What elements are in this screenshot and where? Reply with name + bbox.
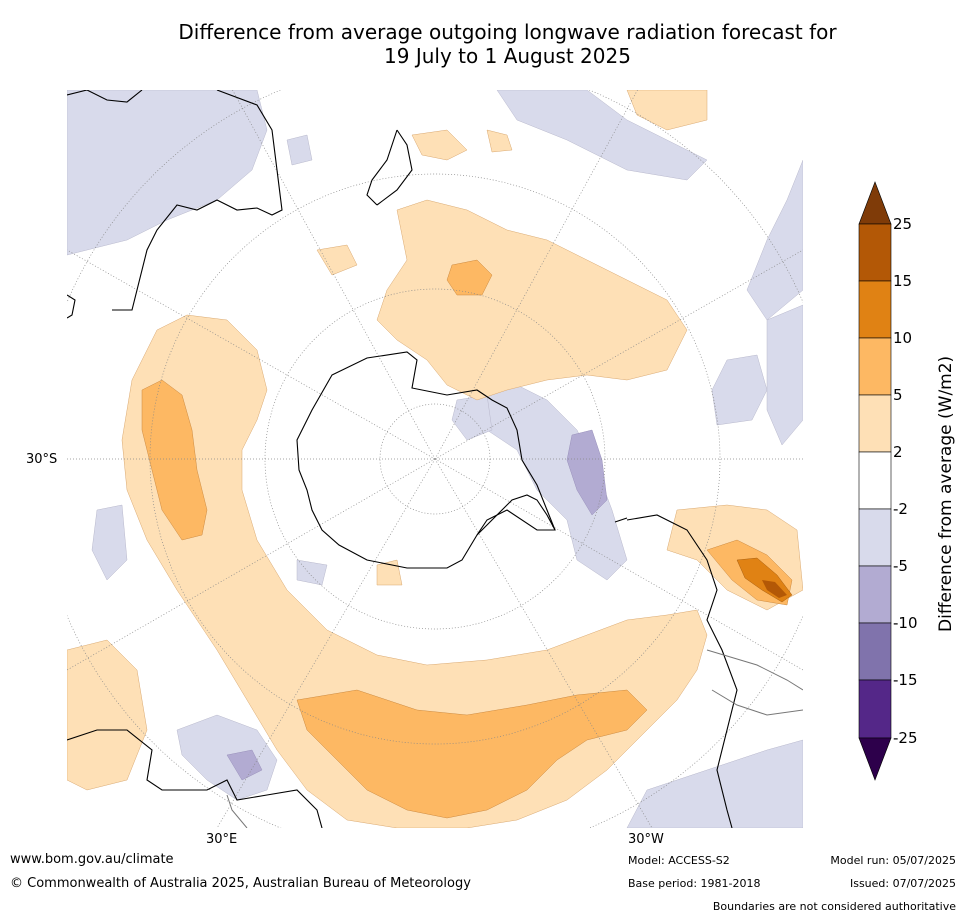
colorbar-band-2-5 — [858, 394, 892, 453]
colorbar-tick: 2 — [893, 443, 903, 461]
model-run-date: Model run: 05/07/2025 — [830, 854, 956, 867]
moderate-negative-areas — [226, 429, 608, 781]
colorbar — [858, 181, 892, 781]
base-period: Base period: 1981-2018 — [628, 877, 761, 890]
colorbar-extend-high — [858, 181, 892, 225]
lon-label-30e: 30°E — [206, 832, 238, 847]
colorbar-band-10-15 — [858, 280, 892, 339]
copyright-notice: © Commonwealth of Australia 2025, Austra… — [10, 876, 471, 891]
lon-label-30w: 30°W — [628, 832, 664, 847]
colorbar-tick: -25 — [893, 729, 918, 747]
coastlines — [67, 90, 738, 828]
country-boundaries — [226, 649, 803, 828]
colorbar-tick: 15 — [893, 272, 913, 290]
colorbar-tick: 25 — [893, 215, 913, 233]
map-title: Difference from average outgoing longwav… — [60, 20, 955, 68]
colorbar-band-m15-m25 — [858, 679, 892, 739]
model-name: Model: ACCESS-S2 — [628, 854, 730, 867]
title-line-1: Difference from average outgoing longwav… — [178, 20, 837, 44]
colorbar-tick: 5 — [893, 386, 903, 404]
colorbar-tick: -10 — [893, 614, 918, 632]
issued-date: Issued: 07/07/2025 — [849, 877, 956, 890]
title-line-2: 19 July to 1 August 2025 — [384, 44, 631, 68]
colorbar-tick: 10 — [893, 329, 913, 347]
colorbar-band-m2-m5 — [858, 508, 892, 567]
colorbar-band-m10-m15 — [858, 622, 892, 681]
lat-label-30s: 30°S — [26, 452, 58, 467]
boundaries-disclaimer: Boundaries are not considered authoritat… — [712, 900, 956, 913]
colorbar-tick: -5 — [893, 557, 908, 575]
colorbar-tick: -15 — [893, 671, 918, 689]
colorbar-extend-low — [858, 737, 892, 781]
bom-climate-link[interactable]: www.bom.gov.au/climate — [10, 852, 174, 867]
colorbar-band-m5-m10 — [858, 565, 892, 624]
colorbar-band-5-10 — [858, 337, 892, 396]
graticule — [67, 90, 803, 828]
colorbar-tick: -2 — [893, 500, 908, 518]
colorbar-band-15-25 — [858, 223, 892, 282]
colorbar-band-neutral — [858, 451, 892, 510]
negative-anomaly-areas — [67, 90, 803, 828]
extreme-positive-areas — [762, 580, 787, 598]
polar-anomaly-map — [67, 90, 803, 828]
colorbar-unit-label: Difference from average (W/m2) — [936, 355, 956, 632]
